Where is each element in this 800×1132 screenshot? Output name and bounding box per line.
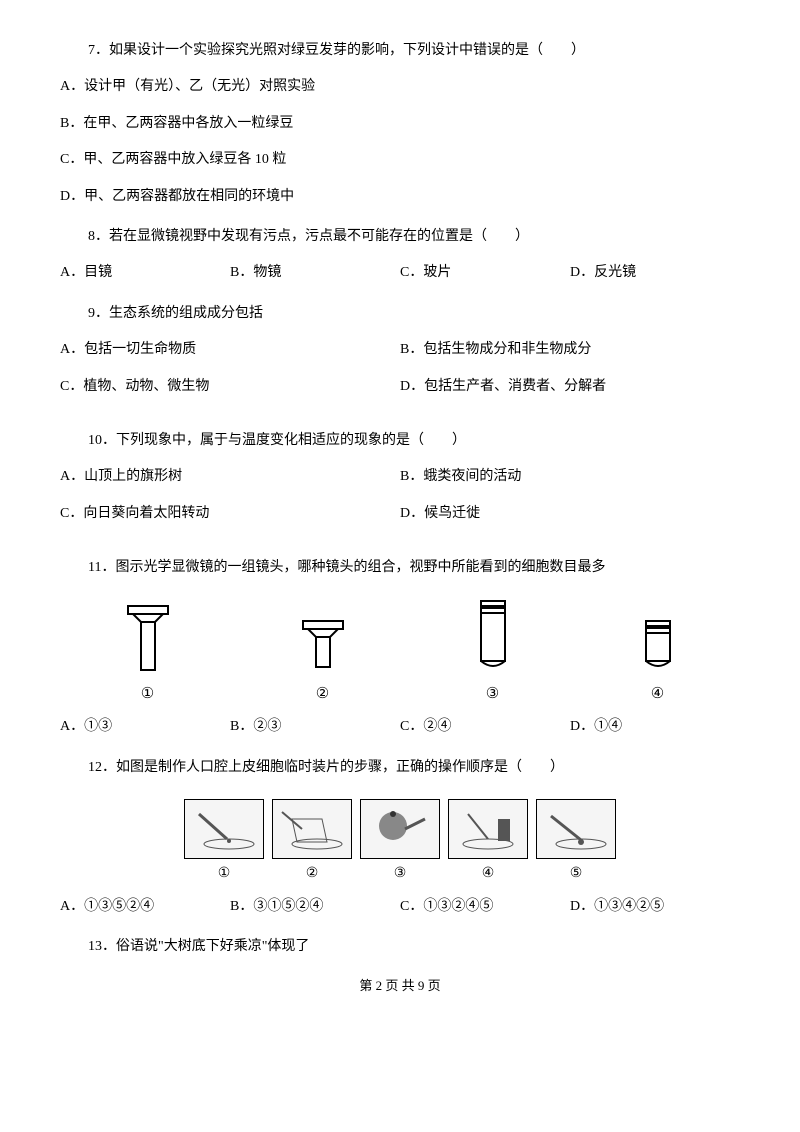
drop-liquid-icon [189,804,259,854]
question-12-text: 12．如图是制作人口腔上皮细胞临时装片的步骤，正确的操作顺序是（ ） [60,757,740,779]
question-8: 8．若在显微镜视野中发现有污点，污点最不可能存在的位置是（ ） A．目镜 B．物… [60,226,740,285]
lens-diagram: ① ② ③ ④ [60,599,740,706]
option-9a: A．包括一切生命物质 [60,339,400,361]
option-12a: A．①③⑤②④ [60,896,230,918]
cover-slip-icon [277,804,347,854]
stain-icon [453,804,523,854]
eyepiece-long-icon [123,604,173,674]
question-8-options: A．目镜 B．物镜 C．玻片 D．反光镜 [60,262,740,284]
step-5: ⑤ [536,799,616,885]
question-7-options: A．设计甲（有光）、乙（无光）对照实验 B．在甲、乙两容器中各放入一粒绿豆 C．… [60,76,740,208]
step-3-image [360,799,440,859]
option-9c: C．植物、动物、微生物 [60,376,400,398]
option-7b: B．在甲、乙两容器中各放入一粒绿豆 [60,113,740,135]
option-7d: D．甲、乙两容器都放在相同的环境中 [60,186,740,208]
step-2: ② [272,799,352,885]
option-12b: B．③①⑤②④ [230,896,400,918]
question-12: 12．如图是制作人口腔上皮细胞临时装片的步骤，正确的操作顺序是（ ） ① ② [60,757,740,918]
step-4-label: ④ [482,863,495,885]
option-12c: C．①③②④⑤ [400,896,570,918]
option-8d: D．反光镜 [570,262,740,284]
step-3-label: ③ [394,863,407,885]
lens-2: ② [298,619,348,706]
question-7-text: 7．如果设计一个实验探究光照对绿豆发芽的影响，下列设计中错误的是（ ） [60,40,740,62]
option-12d: D．①③④②⑤ [570,896,740,918]
scrape-cheek-icon [365,804,435,854]
step-3: ③ [360,799,440,885]
step-1-label: ① [218,863,231,885]
step-4-image [448,799,528,859]
objective-long-icon [473,599,513,674]
option-7c: C．甲、乙两容器中放入绿豆各 10 粒 [60,149,740,171]
option-10b: B．蛾类夜间的活动 [400,466,740,488]
steps-diagram: ① ② ③ [60,799,740,885]
question-13: 13．俗语说"大树底下好乘凉"体现了 [60,936,740,958]
option-10a: A．山顶上的旗形树 [60,466,400,488]
lens-4-label: ④ [651,682,664,706]
step-1: ① [184,799,264,885]
question-7: 7．如果设计一个实验探究光照对绿豆发芽的影响，下列设计中错误的是（ ） A．设计… [60,40,740,208]
lens-1-label: ① [141,682,154,706]
option-11a: A．①③ [60,716,230,738]
option-10c: C．向日葵向着太阳转动 [60,503,400,525]
lens-4: ④ [638,619,678,706]
question-11-options: A．①③ B．②③ C．②④ D．①④ [60,716,740,738]
option-9d: D．包括生产者、消费者、分解者 [400,376,740,398]
question-11-text: 11．图示光学显微镜的一组镜头，哪种镜头的组合，视野中所能看到的细胞数目最多 [60,557,740,579]
question-9-text: 9．生态系统的组成成分包括 [60,303,740,325]
smear-icon [541,804,611,854]
eyepiece-short-icon [298,619,348,674]
option-11b: B．②③ [230,716,400,738]
step-2-image [272,799,352,859]
option-8a: A．目镜 [60,262,230,284]
lens-3-label: ③ [486,682,499,706]
question-9-options: A．包括一切生命物质 B．包括生物成分和非生物成分 C．植物、动物、微生物 D．… [60,339,740,412]
question-12-options: A．①③⑤②④ B．③①⑤②④ C．①③②④⑤ D．①③④②⑤ [60,896,740,918]
question-9: 9．生态系统的组成成分包括 A．包括一切生命物质 B．包括生物成分和非生物成分 … [60,303,740,412]
step-5-label: ⑤ [570,863,583,885]
question-10-text: 10．下列现象中，属于与温度变化相适应的现象的是（ ） [60,430,740,452]
objective-short-icon [638,619,678,674]
question-8-text: 8．若在显微镜视野中发现有污点，污点最不可能存在的位置是（ ） [60,226,740,248]
option-8c: C．玻片 [400,262,570,284]
step-2-label: ② [306,863,319,885]
option-10d: D．候鸟迁徙 [400,503,740,525]
step-4: ④ [448,799,528,885]
step-1-image [184,799,264,859]
question-10: 10．下列现象中，属于与温度变化相适应的现象的是（ ） A．山顶上的旗形树 B．… [60,430,740,539]
question-10-options: A．山顶上的旗形树 B．蛾类夜间的活动 C．向日葵向着太阳转动 D．候鸟迁徙 [60,466,740,539]
lens-2-label: ② [316,682,329,706]
lens-1: ① [123,604,173,706]
option-8b: B．物镜 [230,262,400,284]
step-5-image [536,799,616,859]
question-13-text: 13．俗语说"大树底下好乘凉"体现了 [60,936,740,958]
page-footer: 第 2 页 共 9 页 [60,976,740,997]
option-11c: C．②④ [400,716,570,738]
option-9b: B．包括生物成分和非生物成分 [400,339,740,361]
option-11d: D．①④ [570,716,740,738]
lens-3: ③ [473,599,513,706]
option-7a: A．设计甲（有光）、乙（无光）对照实验 [60,76,740,98]
question-11: 11．图示光学显微镜的一组镜头，哪种镜头的组合，视野中所能看到的细胞数目最多 ①… [60,557,740,739]
